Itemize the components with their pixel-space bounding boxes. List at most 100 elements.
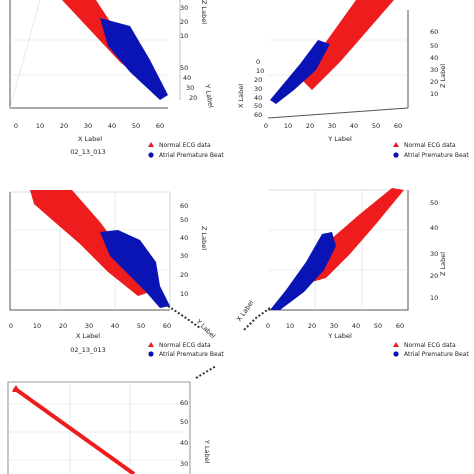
tick-label: 60 xyxy=(254,111,262,119)
panel-2-x-ticks: 0 10 20 30 40 50 60 xyxy=(254,58,264,119)
panel-1-z-label: Z Label xyxy=(200,0,208,24)
panel-1-premature-cluster xyxy=(100,18,168,100)
tick-label: 20 xyxy=(254,76,262,84)
tick-label: 20 xyxy=(180,271,188,279)
tick-label: 40 xyxy=(430,54,438,62)
panel-4-normal-cluster xyxy=(310,188,404,282)
legend-label: Atrial Premature Beat xyxy=(404,152,469,159)
panel-1-title: 02_13_013 xyxy=(70,148,105,156)
tick-label: 40 xyxy=(108,122,116,130)
panel-1-points xyxy=(62,0,168,100)
legend-label: Normal ECG data xyxy=(404,342,456,349)
tick-label: 60 xyxy=(156,122,164,130)
panel-3-pane xyxy=(9,192,170,311)
legend-marker-triangle xyxy=(148,142,154,147)
panel-3-z-label: Z Label xyxy=(200,226,208,250)
legend-label: Normal ECG data xyxy=(159,342,211,349)
tick-label: 40 xyxy=(350,122,358,130)
panel-1-grid xyxy=(9,0,41,109)
tick-label: 20 xyxy=(60,122,68,130)
tick-label: 20 xyxy=(430,78,438,86)
tick-label: 10 xyxy=(284,122,292,130)
tick-label: 60 xyxy=(163,322,171,330)
tick-label: 50 xyxy=(132,122,140,130)
panel-2-y-label: Y Label xyxy=(327,135,352,143)
panel-3-title: 02_13_013 xyxy=(70,346,105,354)
panel-4-points xyxy=(270,188,404,310)
panel-1-z-ticks: 10 20 30 xyxy=(180,4,188,40)
panel-3-z-ticks: 10 20 30 40 50 60 xyxy=(180,202,188,298)
tick-label: 20 xyxy=(189,94,197,102)
tick-label: 0 xyxy=(256,58,260,66)
tick-label: 30 xyxy=(180,4,188,12)
panel-1-x-ticks: 0 10 20 30 40 50 60 xyxy=(14,122,164,130)
tick-label: 10 xyxy=(180,290,188,298)
panel-2-legend: Normal ECG data Atrial Premature Beat xyxy=(393,142,469,159)
tick-label: 0 xyxy=(9,322,13,330)
panel-2-floor xyxy=(267,107,409,119)
panel-3-y-label: Y Label xyxy=(194,317,217,340)
legend-label: Atrial Premature Beat xyxy=(159,351,224,358)
tick-label: 10 xyxy=(36,122,44,130)
tick-label: 30 xyxy=(328,122,336,130)
panel-4-offset-trail xyxy=(243,307,271,331)
tick-label: 30 xyxy=(180,252,188,260)
panel-5-pane xyxy=(7,381,191,474)
legend-label: Normal ECG data xyxy=(159,142,211,149)
tick-label: 60 xyxy=(430,28,438,36)
tick-label: 40 xyxy=(352,322,360,330)
legend-marker-circle xyxy=(393,351,399,357)
tick-label: 50 xyxy=(254,102,262,110)
panel-2-y-ticks: 0 10 20 30 40 50 60 xyxy=(264,122,402,130)
tick-label: 10 xyxy=(430,90,438,98)
panel-2-x-label: X Label xyxy=(237,84,245,108)
tick-label: 10 xyxy=(180,32,188,40)
tick-label: 40 xyxy=(254,94,262,102)
tick-label: 40 xyxy=(111,322,119,330)
tick-label: 10 xyxy=(430,294,438,302)
panel-5-y-label: Y Label xyxy=(203,439,211,464)
tick-label: 10 xyxy=(286,322,294,330)
tick-label: 50 xyxy=(180,418,188,426)
panel-1: 0 10 20 30 40 50 60 50 40 30 20 10 20 30… xyxy=(9,0,224,159)
legend-marker-triangle xyxy=(393,142,399,147)
panel-3-offset-trail xyxy=(167,305,201,329)
panel-2-normal-cluster xyxy=(300,0,394,90)
legend-marker-circle xyxy=(148,152,154,158)
panel-3-normal-cluster xyxy=(30,190,150,296)
panel-3-legend: Normal ECG data Atrial Premature Beat xyxy=(148,342,224,358)
tick-label: 30 xyxy=(186,84,194,92)
legend-label: Normal ECG data xyxy=(404,142,456,149)
tick-label: 40 xyxy=(180,439,188,447)
tick-label: 60 xyxy=(180,202,188,210)
panel-4: 0 10 20 30 40 50 60 10 20 30 40 50 X Lab… xyxy=(235,188,469,358)
panel-5: 30 40 50 60 Y Label xyxy=(7,365,217,474)
panel-1-y-label: Y Label xyxy=(203,83,215,109)
tick-label: 20 xyxy=(59,322,67,330)
legend-label: Atrial Premature Beat xyxy=(404,351,469,358)
tick-label: 50 xyxy=(372,122,380,130)
tick-label: 40 xyxy=(180,234,188,242)
tick-label: 30 xyxy=(254,85,262,93)
tick-label: 40 xyxy=(430,224,438,232)
panel-1-legend: Normal ECG data Atrial Premature Beat xyxy=(148,142,224,159)
tick-label: 50 xyxy=(137,322,145,330)
tick-label: 60 xyxy=(396,322,404,330)
panel-4-z-ticks: 10 20 30 40 50 xyxy=(430,199,438,302)
tick-label: 30 xyxy=(85,322,93,330)
legend-marker-triangle xyxy=(148,342,154,347)
panel-4-premature-cluster xyxy=(270,232,336,310)
panel-2-z-ticks: 10 20 30 40 50 60 xyxy=(430,28,438,98)
tick-label: 30 xyxy=(84,122,92,130)
panel-4-legend: Normal ECG data Atrial Premature Beat xyxy=(393,342,469,358)
panel-2-premature-cluster xyxy=(270,40,330,104)
panel-3-points xyxy=(30,190,170,308)
panel-1-x-label: X Label xyxy=(78,135,102,143)
tick-label: 30 xyxy=(430,250,438,258)
tick-label: 60 xyxy=(180,399,188,407)
legend-marker-circle xyxy=(393,152,399,158)
panel-3-x-label: X Label xyxy=(76,332,100,340)
panel-2: 0 10 20 30 40 50 60 0 10 20 30 40 50 60 … xyxy=(237,0,469,159)
tick-label: 0 xyxy=(14,122,18,130)
